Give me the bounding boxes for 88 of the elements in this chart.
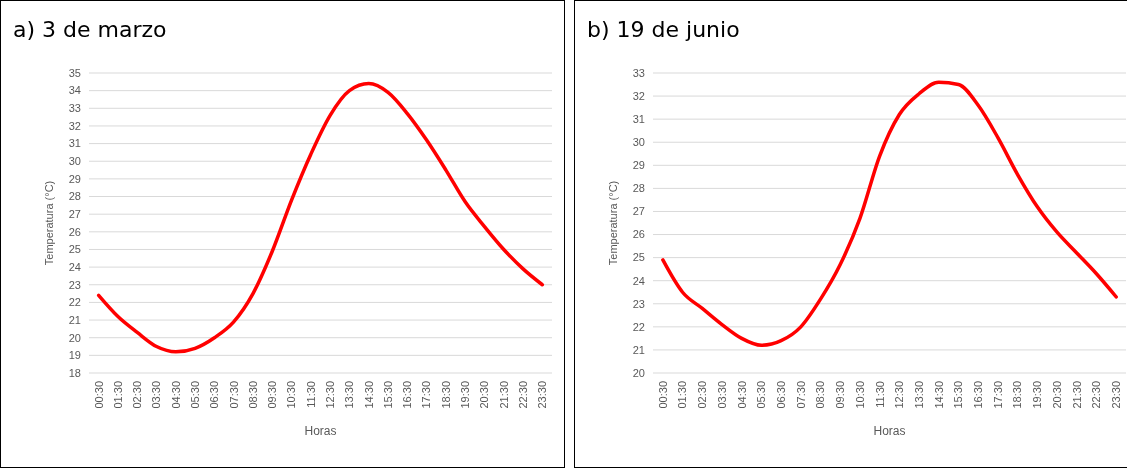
y-tick-label: 33	[632, 66, 645, 79]
y-tick-label: 34	[68, 84, 81, 97]
x-tick-label: 11:30	[304, 381, 317, 408]
x-tick-label: 16:30	[401, 381, 414, 409]
x-tick-label: 18:30	[439, 381, 452, 409]
y-tick-label: 33	[68, 102, 81, 115]
x-tick-label: 21:30	[497, 381, 510, 409]
x-tick-label: 20:30	[478, 381, 491, 409]
x-tick-label: 02:30	[131, 381, 144, 409]
y-tick-label: 30	[68, 155, 81, 168]
x-tick-label: 17:30	[991, 381, 1004, 409]
x-tick-label: 10:30	[285, 381, 298, 409]
x-tick-label: 09:30	[266, 381, 279, 409]
x-tick-label: 17:30	[420, 381, 433, 409]
x-tick-label: 00:30	[92, 381, 105, 409]
y-tick-label: 31	[68, 137, 81, 150]
chart-title: b) 19 de junio	[587, 17, 740, 42]
x-tick-label: 19:30	[1031, 381, 1044, 409]
y-tick-label: 21	[632, 343, 645, 356]
y-tick-label: 24	[632, 274, 645, 287]
y-tick-label: 23	[632, 297, 645, 310]
x-tick-label: 07:30	[794, 381, 807, 409]
y-tick-label: 22	[632, 320, 645, 333]
y-tick-label: 23	[68, 278, 81, 291]
y-tick-label: 25	[68, 243, 81, 256]
y-tick-label: 31	[632, 113, 645, 125]
x-axis-title: Horas	[873, 424, 906, 438]
y-tick-label: 30	[632, 136, 645, 149]
x-tick-label: 13:30	[343, 381, 356, 409]
y-tick-label: 20	[68, 331, 81, 344]
y-tick-label: 27	[68, 208, 81, 221]
x-tick-label: 04:30	[735, 381, 748, 409]
y-tick-label: 29	[68, 172, 81, 185]
y-tick-label: 26	[632, 228, 645, 241]
x-tick-label: 00:30	[656, 381, 669, 409]
y-tick-label: 32	[68, 119, 81, 132]
y-tick-label: 22	[68, 296, 81, 309]
x-tick-label: 14:30	[362, 381, 375, 409]
x-tick-label: 08:30	[814, 381, 827, 409]
y-tick-label: 32	[632, 89, 645, 102]
x-tick-label: 09:30	[834, 381, 847, 409]
y-tick-label: 20	[632, 366, 645, 379]
y-tick-label: 19	[68, 349, 81, 362]
y-tick-label: 21	[68, 313, 81, 326]
x-tick-label: 07:30	[227, 381, 240, 409]
x-tick-label: 01:30	[676, 381, 689, 409]
x-axis-title: Horas	[304, 424, 337, 438]
y-tick-label: 28	[68, 190, 81, 203]
x-tick-label: 06:30	[208, 381, 221, 409]
x-tick-label: 22:30	[1090, 381, 1103, 409]
x-tick-label: 04:30	[169, 381, 182, 409]
x-tick-label: 02:30	[696, 381, 709, 409]
x-tick-label: 21:30	[1070, 381, 1083, 409]
x-tick-label: 22:30	[516, 381, 529, 409]
x-tick-label: 19:30	[459, 381, 472, 409]
x-tick-label: 05:30	[755, 381, 768, 409]
line-series	[96, 81, 545, 354]
x-tick-label: 15:30	[952, 381, 965, 409]
y-tick-label: 27	[632, 205, 645, 218]
x-tick-label: 12:30	[893, 381, 906, 409]
x-tick-label: 03:30	[715, 381, 728, 409]
x-tick-label: 06:30	[774, 381, 787, 409]
x-tick-label: 01:30	[111, 381, 124, 409]
x-tick-label: 13:30	[912, 381, 925, 409]
x-tick-label: 14:30	[932, 381, 945, 409]
y-tick-label: 28	[632, 182, 645, 195]
chart-title: a) 3 de marzo	[13, 17, 167, 42]
x-tick-label: 23:30	[1110, 381, 1122, 409]
y-axis-title: Temperatura (°C)	[43, 180, 55, 266]
x-tick-label: 12:30	[324, 381, 336, 409]
x-tick-label: 11:30	[873, 381, 886, 408]
y-tick-label: 35	[68, 66, 81, 79]
x-tick-label: 08:30	[246, 381, 259, 409]
y-tick-label: 18	[68, 366, 81, 379]
y-tick-label: 25	[632, 251, 645, 264]
y-tick-label: 24	[68, 260, 81, 273]
line-series	[661, 80, 1118, 348]
x-tick-label: 05:30	[188, 381, 201, 409]
x-tick-label: 03:30	[150, 381, 163, 409]
x-tick-label: 16:30	[972, 381, 985, 409]
y-axis-title: Temperatura (°C)	[607, 180, 619, 266]
x-tick-label: 23:30	[536, 381, 549, 409]
x-tick-label: 18:30	[1011, 381, 1024, 409]
y-tick-label: 29	[632, 159, 645, 172]
x-tick-label: 20:30	[1050, 381, 1063, 409]
x-tick-label: 10:30	[853, 381, 866, 409]
y-tick-label: 26	[68, 225, 81, 238]
x-tick-label: 15:30	[381, 381, 394, 409]
